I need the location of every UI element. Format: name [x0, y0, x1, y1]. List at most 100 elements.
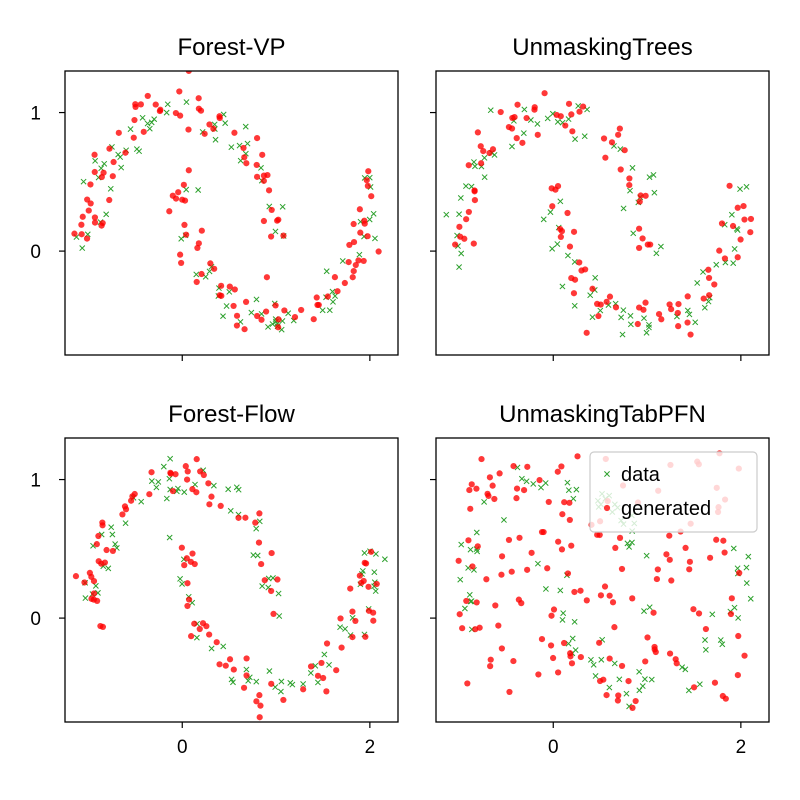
data-point — [627, 312, 634, 319]
generated-point — [600, 676, 607, 683]
generated-point — [177, 112, 184, 119]
data-point — [118, 164, 125, 171]
panel-3: 0 2 UnmaskingTabPFN data generated — [430, 401, 770, 758]
generated-point — [323, 640, 331, 647]
generated-point — [241, 154, 248, 161]
data-point — [220, 643, 227, 650]
data-point — [332, 293, 338, 300]
generated-point — [206, 121, 213, 128]
generated-point — [615, 692, 622, 699]
generated-point — [256, 510, 263, 517]
generated-point — [362, 633, 369, 640]
generated-point — [243, 160, 250, 167]
generated-point — [178, 544, 185, 551]
generated-point — [268, 549, 275, 557]
generated-point — [252, 519, 259, 526]
generated-point — [616, 534, 624, 541]
generated-point — [268, 680, 275, 687]
generated-point — [233, 322, 241, 329]
generated-point — [467, 505, 474, 512]
generated-point — [365, 168, 372, 175]
generated-point — [260, 217, 268, 225]
data-point — [636, 687, 643, 694]
generated-point — [611, 624, 618, 631]
generated-point — [716, 247, 723, 254]
generated-point — [523, 114, 530, 122]
data-point — [686, 311, 693, 318]
data-point — [611, 660, 618, 667]
generated-point — [121, 503, 129, 510]
data-point — [183, 99, 190, 106]
generated-point — [465, 537, 472, 544]
generated-point — [606, 592, 613, 599]
generated-point — [747, 215, 755, 223]
generated-point — [486, 149, 493, 157]
generated-point — [668, 577, 675, 584]
data-point — [616, 676, 623, 683]
data-point — [181, 489, 188, 496]
data-point — [461, 605, 468, 612]
generated-point — [570, 228, 578, 235]
generated-point — [231, 286, 238, 293]
generated-point — [559, 511, 566, 518]
data-point — [155, 478, 162, 485]
data-point — [458, 250, 465, 257]
data-point — [701, 304, 708, 311]
generated-point — [549, 654, 557, 662]
generated-point — [464, 680, 471, 687]
generated-point — [260, 177, 267, 184]
generated-point — [513, 485, 521, 492]
generated-point — [323, 688, 330, 695]
generated-point — [172, 195, 180, 202]
y-tick-label: 0 — [30, 609, 41, 630]
generated-point — [341, 279, 348, 287]
data-point — [466, 591, 473, 598]
generated-point — [668, 306, 675, 313]
generated-point — [695, 610, 703, 617]
generated-point — [675, 323, 682, 330]
generated-point — [90, 590, 98, 597]
y-tick-label: 0 — [30, 242, 41, 263]
data-point — [717, 637, 724, 644]
data-point — [559, 283, 566, 290]
generated-point — [606, 655, 613, 662]
generated-point — [560, 639, 568, 647]
generated-point — [324, 293, 331, 300]
data-point — [692, 319, 699, 326]
generated-point — [498, 645, 505, 652]
data-point — [521, 106, 528, 113]
data-point — [193, 271, 200, 278]
generated-point — [78, 231, 85, 238]
data-point — [372, 235, 378, 242]
data-point — [509, 143, 515, 150]
generated-point — [291, 314, 299, 321]
plot-area — [443, 90, 755, 338]
generated-point — [608, 139, 616, 146]
data-point — [342, 625, 349, 632]
generated-point — [79, 213, 86, 220]
generated-point — [370, 617, 377, 624]
data-point — [323, 268, 330, 275]
legend-marker-generated — [603, 504, 611, 512]
generated-point — [368, 193, 375, 200]
data-point — [314, 679, 321, 686]
data-point — [381, 556, 388, 563]
generated-point — [474, 543, 481, 550]
data-point — [265, 323, 271, 330]
data-point — [468, 598, 475, 605]
data-point — [243, 666, 250, 673]
data-point — [339, 258, 346, 264]
data-point — [79, 245, 86, 252]
generated-point — [203, 623, 210, 630]
generated-point — [452, 241, 459, 248]
data-point — [250, 552, 257, 559]
generated-point — [183, 555, 190, 562]
generated-point — [71, 230, 78, 237]
generated-point — [176, 88, 183, 95]
generated-point — [131, 490, 138, 498]
generated-point — [734, 204, 741, 211]
generated-point — [617, 166, 624, 173]
data-point — [279, 203, 286, 210]
data-point — [109, 531, 116, 538]
generated-point — [253, 173, 261, 180]
